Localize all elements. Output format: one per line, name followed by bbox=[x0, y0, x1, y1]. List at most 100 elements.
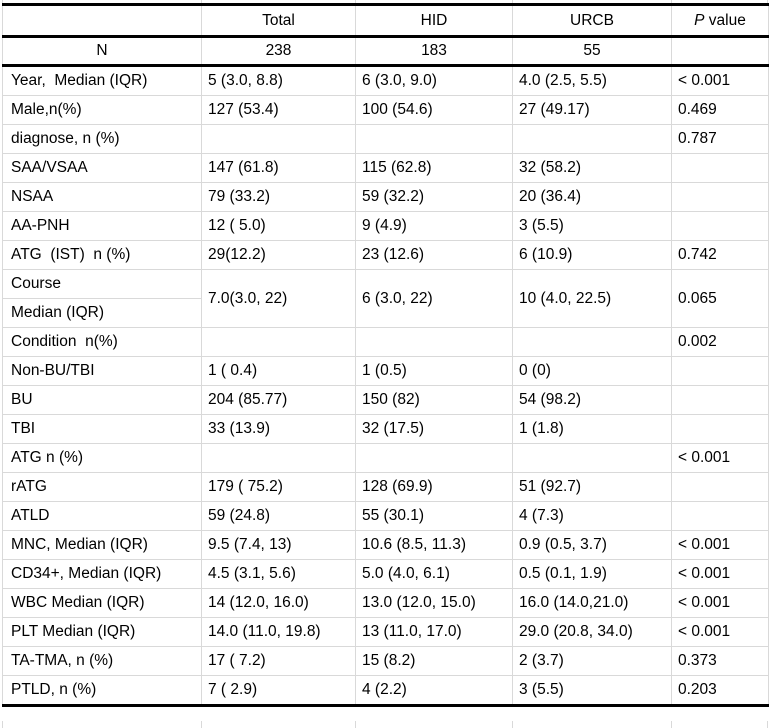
cell-hid bbox=[355, 443, 513, 473]
cell-total: 179 ( 75.2) bbox=[201, 472, 356, 502]
cell-total: 1 ( 0.4) bbox=[201, 356, 356, 386]
cell-p-value: < 0.001 bbox=[671, 443, 769, 473]
cell-hid: 55 (30.1) bbox=[355, 501, 513, 531]
row-label: Non-BU/TBI bbox=[2, 356, 202, 386]
table-row: CD34+, Median (IQR) 4.5 (3.1, 5.6) 5.0 (4.… bbox=[2, 559, 769, 589]
header-row: Total HID URCB P value bbox=[2, 4, 769, 38]
cell-total: 29(12.2) bbox=[201, 240, 356, 270]
cell-total: 14.0 (11.0, 19.8) bbox=[201, 617, 356, 647]
cell-total: 4.5 (3.1, 5.6) bbox=[201, 559, 356, 589]
cell-urcb: 2 (3.7) bbox=[512, 646, 672, 676]
cell-total: 59 (24.8) bbox=[201, 501, 356, 531]
table-row: PLT Median (IQR) 14.0 (11.0, 19.8) 13 (11.… bbox=[2, 617, 769, 647]
cell-total: 9.5 (7.4, 13) bbox=[201, 530, 356, 560]
cell-hid: 115 (62.8) bbox=[355, 153, 513, 183]
table-row: MNC, Median (IQR) 9.5 (7.4, 13) 10.6 (8.5,… bbox=[2, 530, 769, 560]
cell-total: 33 (13.9) bbox=[201, 414, 356, 444]
row-label: SAA/VSAA bbox=[2, 153, 202, 183]
cell-p-value: 0.787 bbox=[671, 124, 769, 154]
cell-urcb bbox=[512, 327, 672, 357]
cell-p-value: 0.742 bbox=[671, 240, 769, 270]
cell-urcb: 6 (10.9) bbox=[512, 240, 672, 270]
cell-p-value bbox=[671, 36, 769, 67]
cell-hid: 100 (54.6) bbox=[355, 95, 513, 125]
cell-urcb: 1 (1.8) bbox=[512, 414, 672, 444]
cell-urcb: 3 (5.5) bbox=[512, 675, 672, 706]
cell-urcb: 4.0 (2.5, 5.5) bbox=[512, 65, 672, 96]
cell-hid: 13 (11.0, 17.0) bbox=[355, 617, 513, 647]
baseline-characteristics-table: Total HID URCB P value N 238 183 55 Year… bbox=[2, 3, 769, 707]
cell-hid: 5.0 (4.0, 6.1) bbox=[355, 559, 513, 589]
gridline-stub bbox=[2, 721, 3, 728]
cell-urcb: 4 (7.3) bbox=[512, 501, 672, 531]
cell-hid: 32 (17.5) bbox=[355, 414, 513, 444]
cell-hid: 15 (8.2) bbox=[355, 646, 513, 676]
table-row: rATG 179 ( 75.2) 128 (69.9) 51 (92.7) bbox=[2, 472, 769, 502]
row-label: Condition n(%) bbox=[2, 327, 202, 357]
row-label: N bbox=[2, 36, 202, 67]
cell-urcb: 0.9 (0.5, 3.7) bbox=[512, 530, 672, 560]
cell-total: 17 ( 7.2) bbox=[201, 646, 356, 676]
cell-hid: 10.6 (8.5, 11.3) bbox=[355, 530, 513, 560]
p-italic: P bbox=[694, 11, 705, 29]
cell-total: 5 (3.0, 8.8) bbox=[201, 65, 356, 96]
cell-urcb bbox=[512, 443, 672, 473]
bottom-gridline-stubs bbox=[0, 721, 770, 728]
table-row: ATLD 59 (24.8) 55 (30.1) 4 (7.3) bbox=[2, 501, 769, 531]
cell-p-value: < 0.001 bbox=[671, 588, 769, 618]
table-row: Course 7.0(3.0, 22) 6 (3.0, 22) 10 (4.0, 22… bbox=[2, 269, 769, 328]
table-row: ATG (IST) n (%) 29(12.2) 23 (12.6) 6 (10.9)… bbox=[2, 240, 769, 270]
gridline-stub bbox=[512, 721, 513, 728]
cell-hid: 183 bbox=[355, 36, 513, 67]
row-label: WBC Median (IQR) bbox=[2, 588, 202, 618]
table-row: Condition n(%) 0.002 bbox=[2, 327, 769, 357]
col-header-hid: HID bbox=[355, 4, 513, 38]
cell-p-value bbox=[671, 211, 769, 241]
cell-total: 147 (61.8) bbox=[201, 153, 356, 183]
row-label-line2: Median (IQR) bbox=[2, 298, 202, 328]
row-label: ATG (IST) n (%) bbox=[2, 240, 202, 270]
cell-total: 238 bbox=[201, 36, 356, 67]
row-label: NSAA bbox=[2, 182, 202, 212]
row-label: Course bbox=[2, 269, 202, 299]
row-label: MNC, Median (IQR) bbox=[2, 530, 202, 560]
cell-p-value: < 0.001 bbox=[671, 530, 769, 560]
row-label: AA-PNH bbox=[2, 211, 202, 241]
table-row: PTLD, n (%) 7 ( 2.9) 4 (2.2) 3 (5.5) 0.203 bbox=[2, 675, 769, 706]
col-header-p-value: P value bbox=[671, 4, 769, 38]
cell-p-value bbox=[671, 472, 769, 502]
row-label: BU bbox=[2, 385, 202, 415]
cell-urcb: 20 (36.4) bbox=[512, 182, 672, 212]
cell-urcb: 0 (0) bbox=[512, 356, 672, 386]
cell-p-value bbox=[671, 153, 769, 183]
row-label: PLT Median (IQR) bbox=[2, 617, 202, 647]
cell-urcb: 16.0 (14.0,21.0) bbox=[512, 588, 672, 618]
cell-total: 14 (12.0, 16.0) bbox=[201, 588, 356, 618]
cell-p-value: < 0.001 bbox=[671, 559, 769, 589]
row-label: CD34+, Median (IQR) bbox=[2, 559, 202, 589]
row-label: ATLD bbox=[2, 501, 202, 531]
cell-p-value: 0.469 bbox=[671, 95, 769, 125]
table-row: NSAA 79 (33.2) 59 (32.2) 20 (36.4) bbox=[2, 182, 769, 212]
cell-urcb: 0.5 (0.1, 1.9) bbox=[512, 559, 672, 589]
gridline-stub bbox=[355, 721, 356, 728]
col-header-urcb: URCB bbox=[512, 4, 672, 38]
cell-hid: 4 (2.2) bbox=[355, 675, 513, 706]
cell-hid bbox=[355, 327, 513, 357]
table-row: SAA/VSAA 147 (61.8) 115 (62.8) 32 (58.2) bbox=[2, 153, 769, 183]
table-row: ATG n (%) < 0.001 bbox=[2, 443, 769, 473]
table-row: AA-PNH 12 ( 5.0) 9 (4.9) 3 (5.5) bbox=[2, 211, 769, 241]
cell-total: 127 (53.4) bbox=[201, 95, 356, 125]
cell-hid: 128 (69.9) bbox=[355, 472, 513, 502]
cell-p-value: 0.203 bbox=[671, 675, 769, 706]
cell-hid: 59 (32.2) bbox=[355, 182, 513, 212]
row-label: TA-TMA, n (%) bbox=[2, 646, 202, 676]
row-label: Male,n(%) bbox=[2, 95, 202, 125]
table-row: BU 204 (85.77) 150 (82) 54 (98.2) bbox=[2, 385, 769, 415]
cell-total bbox=[201, 327, 356, 357]
cell-p-value bbox=[671, 356, 769, 386]
cell-hid: 6 (3.0, 9.0) bbox=[355, 65, 513, 96]
cell-p-value bbox=[671, 414, 769, 444]
cell-total: 204 (85.77) bbox=[201, 385, 356, 415]
